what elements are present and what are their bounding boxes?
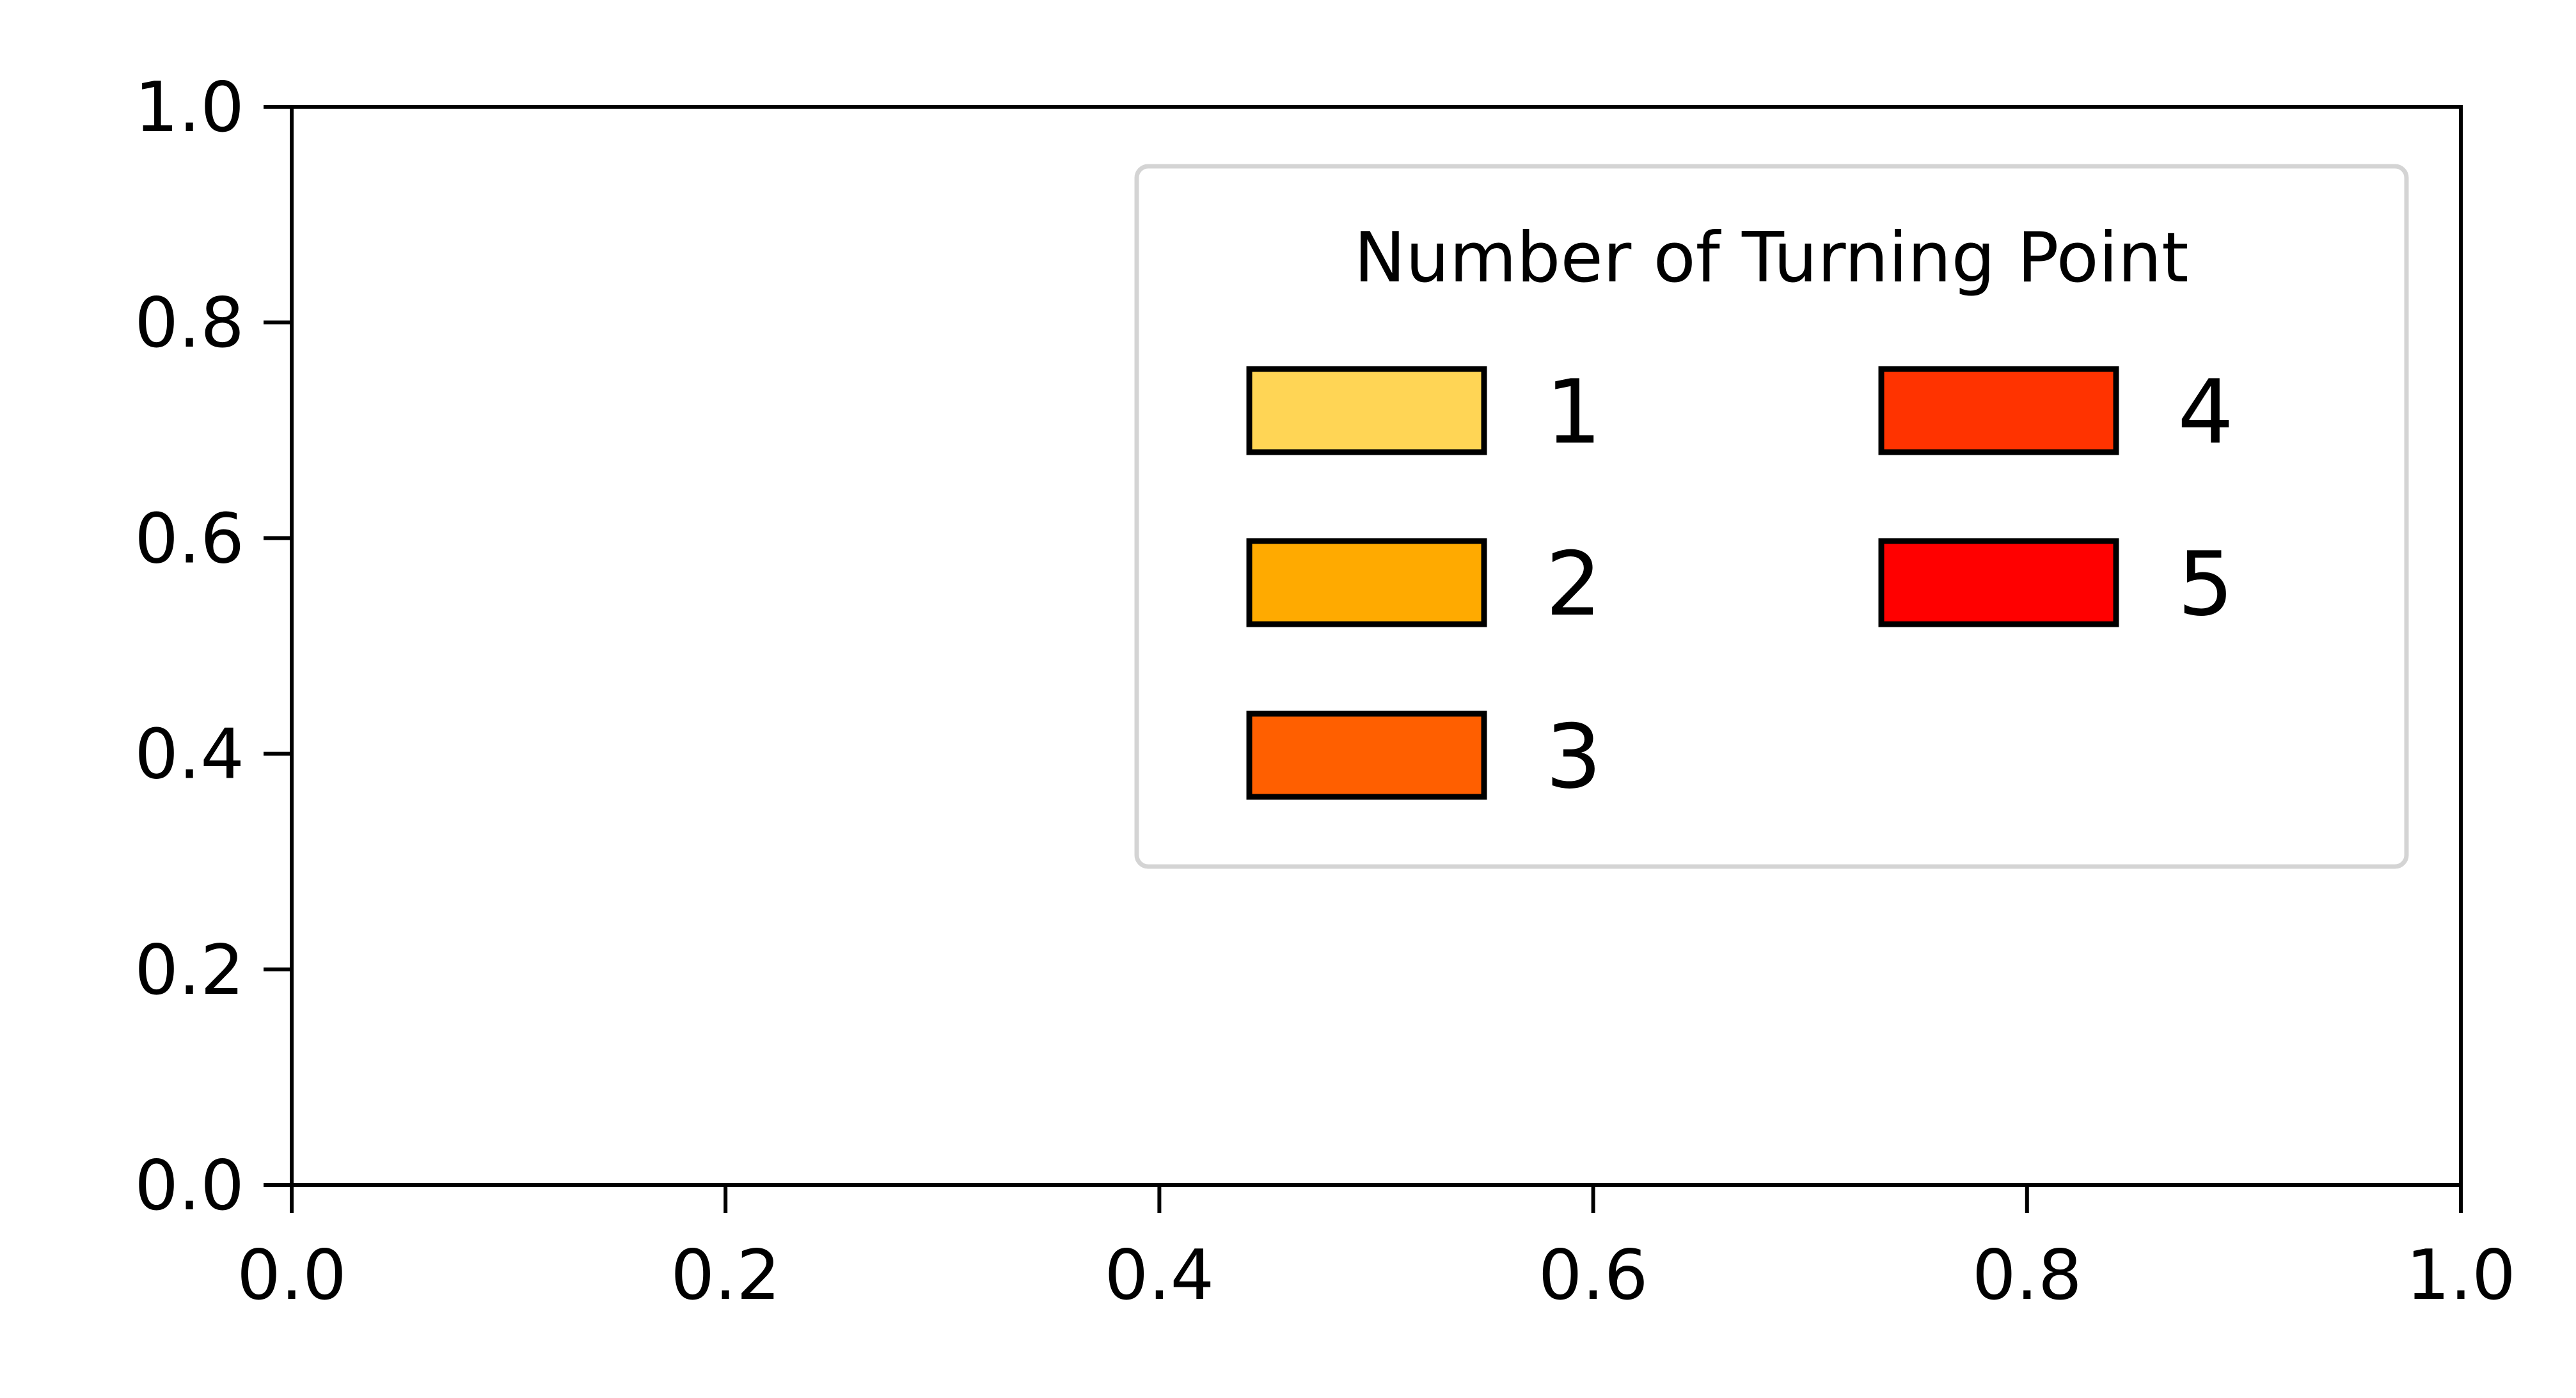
x-tick-label: 0.8: [1972, 1236, 2082, 1316]
legend-label: 1: [1545, 361, 1602, 464]
legend-swatch: [1878, 366, 2119, 455]
legend-label: 4: [2177, 361, 2234, 464]
x-tick-label: 0.0: [237, 1236, 347, 1316]
legend-label: 3: [1545, 705, 1602, 808]
legend: Number of Turning Point 1 2 3 4 5: [1134, 164, 2409, 869]
x-tick-label: 0.2: [670, 1236, 780, 1316]
plot-frame: [290, 105, 2463, 1187]
legend-label: 5: [2177, 533, 2234, 636]
legend-swatch: [1246, 711, 1487, 800]
legend-swatch: [1878, 538, 2119, 627]
x-tick-label: 0.6: [1538, 1236, 1648, 1316]
legend-swatch: [1246, 366, 1487, 455]
y-tick-label: 0.4: [134, 715, 244, 795]
y-tick-label: 1.0: [134, 68, 244, 148]
x-tick-label: 0.4: [1105, 1236, 1215, 1316]
x-axis: 0.0 0.2 0.4 0.6 0.8 1.0: [237, 1185, 2516, 1316]
y-axis: 0.0 0.2 0.4 0.6 0.8 1.0: [134, 68, 292, 1226]
x-tick-label: 1.0: [2406, 1236, 2516, 1316]
legend-entries: 1 2 3 4 5: [1246, 361, 2234, 808]
legend-title: Number of Turning Point: [1354, 218, 2188, 298]
y-tick-label: 0.8: [134, 283, 244, 363]
legend-box: [1134, 164, 2409, 869]
legend-swatch: [1246, 538, 1487, 627]
y-tick-label: 0.0: [134, 1146, 244, 1226]
y-tick-label: 0.6: [134, 499, 244, 579]
legend-label: 2: [1545, 533, 1602, 636]
y-tick-label: 0.2: [134, 931, 244, 1010]
